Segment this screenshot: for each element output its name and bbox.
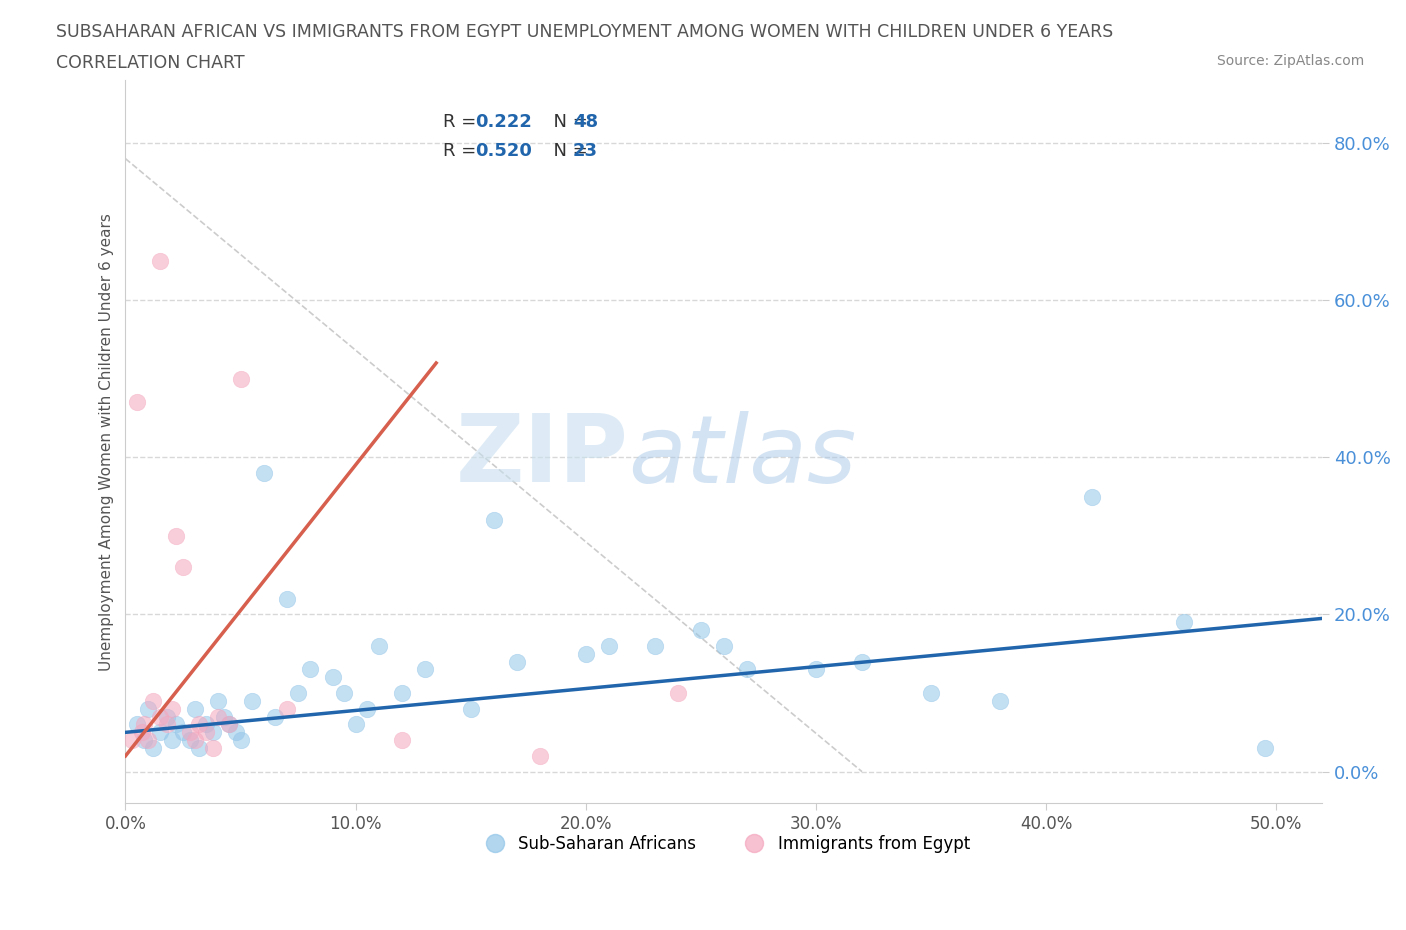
Text: CORRELATION CHART: CORRELATION CHART bbox=[56, 54, 245, 72]
Point bbox=[138, 733, 160, 748]
Point bbox=[149, 253, 172, 268]
Text: R =: R = bbox=[443, 113, 482, 130]
Point bbox=[183, 733, 205, 748]
Point bbox=[460, 701, 482, 716]
Text: N =: N = bbox=[541, 141, 593, 160]
Point bbox=[156, 710, 179, 724]
Point bbox=[689, 623, 711, 638]
Point bbox=[1173, 615, 1195, 630]
Point bbox=[666, 685, 689, 700]
Text: SUBSAHARAN AFRICAN VS IMMIGRANTS FROM EGYPT UNEMPLOYMENT AMONG WOMEN WITH CHILDR: SUBSAHARAN AFRICAN VS IMMIGRANTS FROM EG… bbox=[56, 23, 1114, 41]
Point bbox=[298, 662, 321, 677]
Point bbox=[575, 646, 598, 661]
Text: 48: 48 bbox=[574, 113, 598, 130]
Point bbox=[188, 740, 211, 755]
Point bbox=[172, 724, 194, 739]
Point bbox=[125, 395, 148, 410]
Point bbox=[183, 701, 205, 716]
Point bbox=[188, 717, 211, 732]
Point bbox=[218, 717, 240, 732]
Text: N =: N = bbox=[541, 113, 593, 130]
Point bbox=[598, 639, 620, 654]
Point bbox=[138, 701, 160, 716]
Point bbox=[506, 654, 529, 669]
Point bbox=[179, 724, 201, 739]
Point bbox=[207, 694, 229, 709]
Point bbox=[713, 639, 735, 654]
Y-axis label: Unemployment Among Women with Children Under 6 years: Unemployment Among Women with Children U… bbox=[100, 213, 114, 671]
Point bbox=[1254, 740, 1277, 755]
Point bbox=[644, 639, 666, 654]
Point bbox=[920, 685, 942, 700]
Point bbox=[201, 740, 224, 755]
Point bbox=[333, 685, 356, 700]
Point bbox=[156, 717, 179, 732]
Point bbox=[165, 717, 187, 732]
Point bbox=[131, 724, 153, 739]
Text: R =: R = bbox=[443, 141, 482, 160]
Text: 23: 23 bbox=[574, 141, 598, 160]
Legend: Sub-Saharan Africans, Immigrants from Egypt: Sub-Saharan Africans, Immigrants from Eg… bbox=[471, 829, 977, 860]
Point bbox=[413, 662, 436, 677]
Point bbox=[142, 694, 165, 709]
Point bbox=[276, 591, 298, 606]
Point bbox=[132, 733, 155, 748]
Point bbox=[207, 710, 229, 724]
Point bbox=[735, 662, 758, 677]
Point bbox=[240, 694, 263, 709]
Point bbox=[125, 717, 148, 732]
Point bbox=[1081, 489, 1104, 504]
Point bbox=[252, 466, 274, 481]
Point bbox=[201, 724, 224, 739]
Point bbox=[225, 724, 247, 739]
Point bbox=[851, 654, 873, 669]
Point bbox=[276, 701, 298, 716]
Point bbox=[121, 733, 143, 748]
Text: 0.222: 0.222 bbox=[475, 113, 531, 130]
Point bbox=[160, 733, 183, 748]
Point bbox=[195, 724, 218, 739]
Point bbox=[322, 670, 344, 684]
Point bbox=[149, 710, 172, 724]
Text: ZIP: ZIP bbox=[456, 410, 628, 502]
Point bbox=[160, 701, 183, 716]
Point bbox=[132, 717, 155, 732]
Point bbox=[172, 560, 194, 575]
Point bbox=[287, 685, 309, 700]
Text: Source: ZipAtlas.com: Source: ZipAtlas.com bbox=[1216, 54, 1364, 68]
Point bbox=[482, 512, 505, 527]
Point bbox=[218, 717, 240, 732]
Text: 0.520: 0.520 bbox=[475, 141, 531, 160]
Point bbox=[367, 639, 389, 654]
Point bbox=[391, 685, 413, 700]
Point bbox=[988, 694, 1011, 709]
Point bbox=[179, 733, 201, 748]
Point bbox=[229, 733, 252, 748]
Point bbox=[391, 733, 413, 748]
Point bbox=[165, 528, 187, 543]
Point bbox=[529, 749, 551, 764]
Point bbox=[356, 701, 378, 716]
Point bbox=[214, 710, 236, 724]
Point bbox=[344, 717, 367, 732]
Point bbox=[142, 740, 165, 755]
Point bbox=[195, 717, 218, 732]
Point bbox=[804, 662, 827, 677]
Point bbox=[264, 710, 287, 724]
Point bbox=[149, 724, 172, 739]
Point bbox=[229, 371, 252, 386]
Text: atlas: atlas bbox=[628, 410, 856, 501]
